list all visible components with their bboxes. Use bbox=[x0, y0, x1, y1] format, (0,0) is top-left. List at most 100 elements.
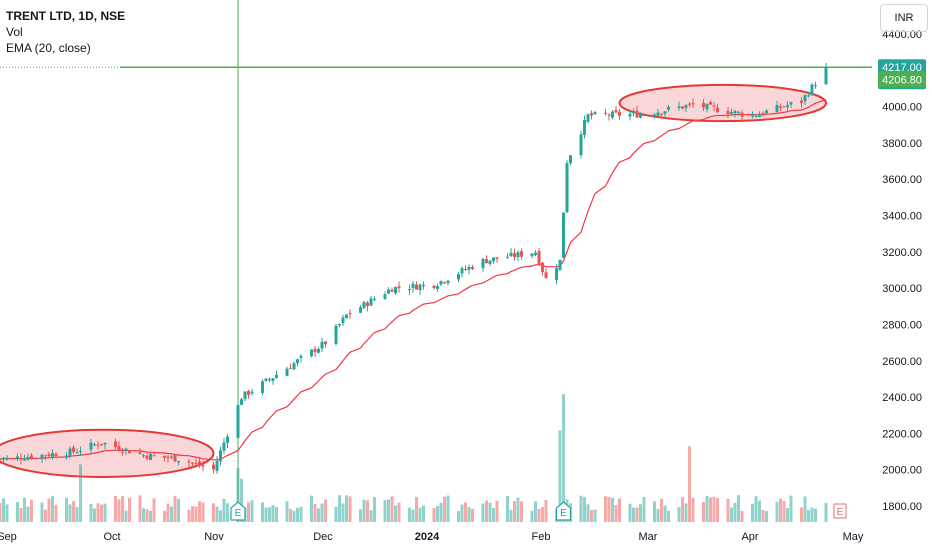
candle-body bbox=[177, 461, 180, 463]
candle-body bbox=[194, 462, 198, 464]
candle-body bbox=[247, 390, 250, 395]
volume-bar bbox=[47, 498, 51, 522]
volume-bar bbox=[2, 498, 5, 522]
annotation-ellipse-2 bbox=[618, 83, 827, 123]
volume-bar bbox=[324, 499, 327, 522]
candle-body bbox=[369, 298, 373, 306]
volume-bar bbox=[607, 497, 611, 522]
candle-body bbox=[201, 464, 205, 467]
volume-bar bbox=[320, 503, 324, 522]
volume-bar bbox=[313, 504, 317, 522]
candle-body bbox=[289, 367, 292, 369]
candle-body bbox=[534, 252, 537, 256]
candle-body bbox=[100, 444, 103, 446]
candle-body bbox=[555, 268, 558, 280]
volume-bar bbox=[684, 503, 688, 522]
candle-body bbox=[348, 313, 352, 315]
candle-body bbox=[226, 436, 229, 443]
candle-body bbox=[2, 458, 5, 460]
volume-bar bbox=[103, 503, 107, 522]
volume-bar bbox=[446, 495, 450, 522]
volume-bar bbox=[614, 505, 618, 522]
volume-bar bbox=[289, 508, 292, 522]
currency-unit-button[interactable]: INR bbox=[880, 4, 928, 32]
candle-body bbox=[516, 252, 520, 258]
candle-body bbox=[292, 363, 296, 370]
volume-bar bbox=[705, 496, 709, 522]
candle-body bbox=[103, 442, 107, 445]
volume-bar bbox=[660, 499, 663, 522]
candle-body bbox=[30, 455, 33, 459]
candle-body bbox=[128, 450, 131, 454]
volume-bar bbox=[534, 501, 537, 522]
candle-body bbox=[688, 103, 691, 105]
candle-body bbox=[544, 272, 548, 279]
volume-bar bbox=[411, 509, 415, 522]
volume-bar bbox=[579, 495, 583, 522]
volume-bar bbox=[296, 507, 299, 522]
volume-bar bbox=[75, 507, 79, 522]
candle-body bbox=[121, 451, 124, 453]
candle-body bbox=[432, 285, 436, 289]
candle-body bbox=[79, 450, 82, 452]
volume-bar bbox=[373, 496, 376, 522]
y-tick-label: 2600.00 bbox=[882, 356, 922, 368]
candle-body bbox=[611, 111, 614, 118]
volume-bar bbox=[807, 510, 810, 522]
candle-body bbox=[310, 349, 313, 357]
volume-bar bbox=[166, 503, 170, 522]
volume-bar bbox=[740, 510, 744, 522]
volume-bar bbox=[145, 509, 149, 522]
candle-body bbox=[149, 453, 152, 461]
candle-body bbox=[439, 280, 443, 285]
volume-bar bbox=[72, 501, 75, 522]
volume-bar bbox=[338, 495, 341, 522]
candle-body bbox=[593, 112, 597, 115]
volume-bar bbox=[751, 503, 754, 522]
volume-bar bbox=[275, 507, 278, 522]
candle-body bbox=[222, 442, 226, 451]
volume-bar bbox=[177, 498, 180, 522]
candle-body bbox=[212, 464, 215, 470]
candle-body bbox=[642, 114, 646, 116]
volume-bar bbox=[138, 495, 142, 522]
candle-body bbox=[16, 456, 19, 459]
last-price-value: 4217.00 bbox=[882, 62, 922, 74]
candle-body bbox=[663, 111, 667, 114]
volume-bar bbox=[5, 504, 9, 522]
earnings-marker-2 bbox=[555, 501, 572, 521]
candle-body bbox=[691, 102, 695, 105]
candle-body bbox=[408, 289, 411, 291]
volume-bar bbox=[789, 495, 793, 522]
volume-bar bbox=[23, 497, 26, 522]
volume-bar bbox=[754, 496, 758, 522]
volume-bar bbox=[635, 507, 639, 522]
candle-body bbox=[0, 458, 2, 460]
candle-body bbox=[296, 359, 299, 364]
volume-bar bbox=[443, 496, 446, 522]
volume-bar bbox=[222, 498, 226, 522]
volume-bar bbox=[100, 504, 103, 522]
candle-body bbox=[5, 457, 9, 460]
volume-bar bbox=[30, 499, 33, 522]
volume-bar bbox=[194, 506, 198, 522]
candle-body bbox=[628, 113, 632, 117]
volume-bar bbox=[362, 499, 366, 522]
x-tick-label: Dec bbox=[313, 531, 333, 543]
volume-bar bbox=[173, 495, 177, 522]
candle-body bbox=[481, 258, 485, 269]
volume-bar bbox=[485, 500, 488, 522]
volume-bar bbox=[117, 499, 121, 522]
volume-bar bbox=[170, 506, 173, 522]
upcoming-earnings-label: E bbox=[837, 507, 844, 518]
volume-bar bbox=[268, 507, 271, 522]
volume-bar bbox=[803, 496, 807, 522]
candle-body bbox=[467, 266, 471, 270]
volume-bar bbox=[317, 508, 320, 522]
volume-bar bbox=[345, 495, 348, 522]
candle-body bbox=[313, 348, 317, 353]
volume-bar bbox=[509, 509, 513, 522]
volume-bar bbox=[786, 508, 789, 522]
candle-body bbox=[75, 452, 79, 454]
